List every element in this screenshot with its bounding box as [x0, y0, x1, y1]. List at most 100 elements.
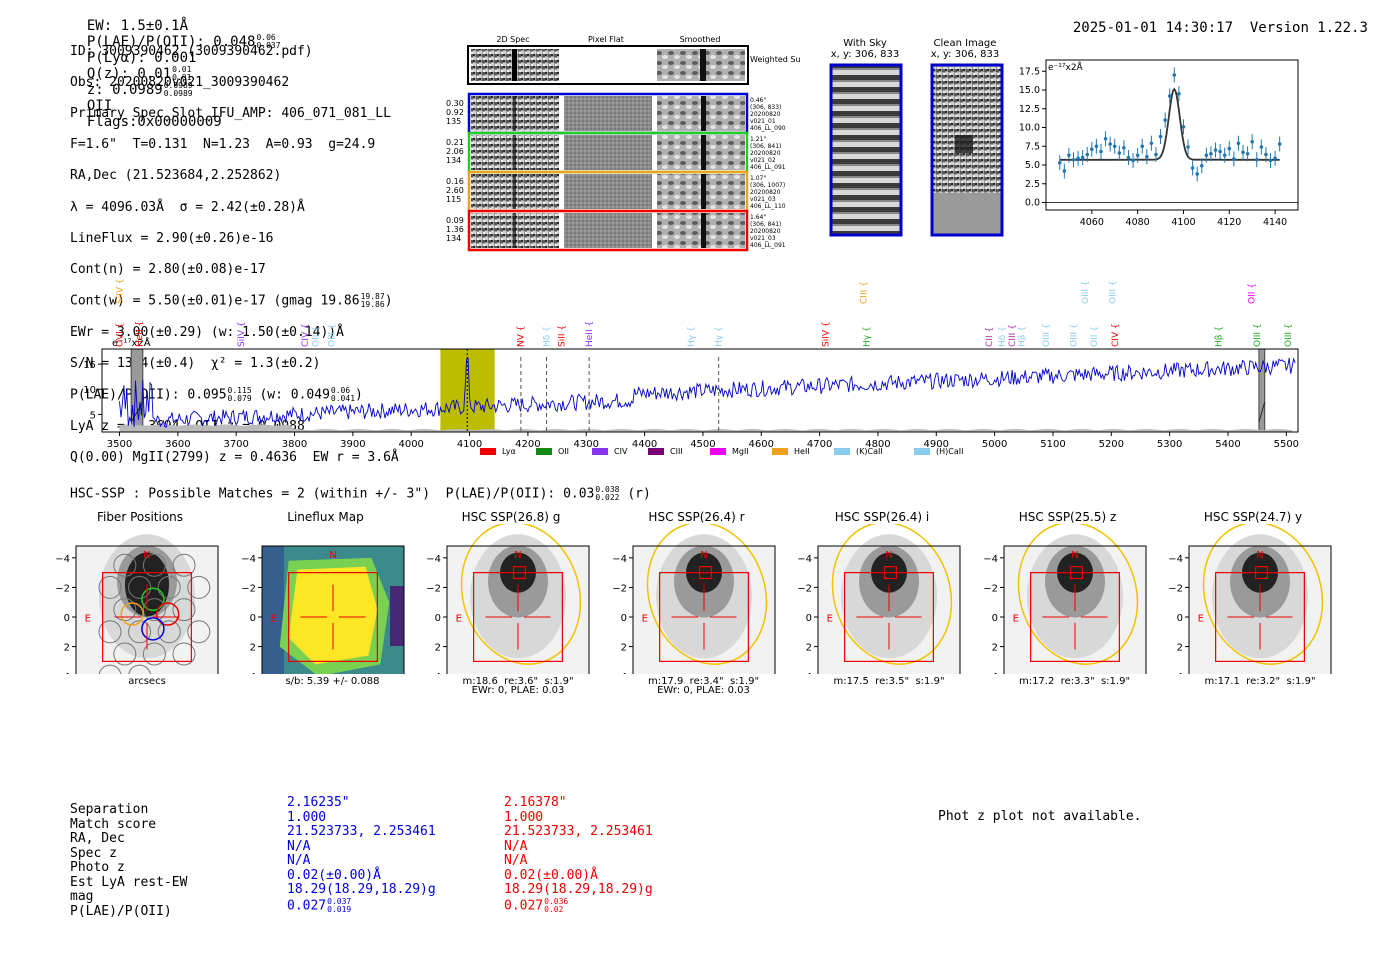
match-table-cell: N/A: [287, 853, 311, 868]
clean-xy: x, y: 306, 833: [930, 49, 1000, 60]
spec-line-label: OII {: [1090, 326, 1100, 347]
fit-ytick-label: 15.0: [1019, 85, 1040, 96]
cutout-right-label: 0.46": [750, 97, 766, 104]
fit-data-point: [1094, 144, 1099, 149]
spec-line-label: Hδ {: [543, 326, 553, 347]
fit-data-point: [1149, 141, 1154, 146]
north-label: N: [514, 550, 521, 561]
fit-data-point: [1222, 153, 1227, 158]
cutout-right-label: 20200820: [750, 189, 781, 196]
fit-ytick-label: 12.5: [1019, 104, 1040, 115]
header-qz-lo: 0.01: [172, 73, 192, 82]
cutout-right-label: 406_LL_091: [750, 242, 786, 249]
spec-legend-swatch: [834, 448, 850, 455]
fiber-circle: [187, 575, 211, 599]
hsc-ytick-label: −2: [426, 583, 441, 594]
hsc-ytick-label: 4: [806, 672, 812, 674]
spec-legend-swatch: [592, 448, 608, 455]
header-qz-hi: 0.01: [172, 65, 192, 74]
fit-data-point: [1213, 148, 1218, 152]
fit-model-curve: [1059, 87, 1280, 161]
cutout-line-mark: [513, 135, 516, 170]
spec-xtick-label: 4900: [924, 439, 949, 450]
match-table-label: Est LyA rest-EW: [70, 874, 188, 890]
fit-data-point: [1126, 155, 1131, 160]
hsc-ytick-label: 4: [991, 672, 997, 674]
hsc-ytick-label: 0: [435, 613, 441, 624]
fit-data-point: [1259, 145, 1264, 149]
match-table-label: Separation: [70, 802, 149, 817]
spec-xtick-label: 5400: [1215, 439, 1240, 450]
cutout-left-label: 0.30: [446, 99, 464, 108]
hsc-ytick-label: −4: [426, 554, 441, 565]
cutout-left-label: 2.60: [446, 186, 464, 195]
spec-line-label-upper: OIII {: [1081, 280, 1091, 304]
detection-info: ID: 3009390462 (3009390462.pdf) Obs: 202…: [70, 28, 399, 481]
hsc-ytick-label: −4: [1168, 554, 1183, 565]
fit-data-point: [1108, 142, 1112, 146]
clean-image: [930, 63, 1004, 237]
spec-legend-label: HeII: [794, 447, 810, 456]
header-qz: Q(z): 0.01: [86, 66, 172, 82]
east-label: E: [270, 613, 276, 624]
info-plae-w-hi: 0.06: [330, 386, 351, 396]
hsc-ytick-label: 2: [806, 643, 812, 654]
fit-ytick-label: 2.5: [1025, 179, 1040, 190]
fiber-circle: [128, 620, 152, 644]
hsc-panel-title: HSC SSP(26.4) i: [834, 510, 930, 524]
hsc-ytick-label: 4: [64, 672, 70, 674]
spec-xtick-label: 4500: [690, 439, 715, 450]
spec-line-label-upper: SiIV {: [116, 278, 126, 304]
spec-line-label: OIII {: [1042, 323, 1052, 347]
cutout-left-label: 115: [446, 195, 461, 204]
fit-data-point: [1099, 149, 1103, 154]
cutout-right-label: v021_01: [750, 118, 776, 125]
hsc-ytick-label: −4: [983, 554, 998, 565]
hsc-panel-title: HSC SSP(26.8) g: [461, 510, 561, 524]
header-z-hi: 0.0989: [163, 81, 193, 90]
spec-line-label: NV {: [516, 326, 526, 347]
match-table-label: Photo z: [70, 860, 125, 875]
fit-data-point: [1232, 157, 1236, 161]
spec-ytick-label: 10: [83, 385, 96, 396]
north-label: N: [143, 550, 150, 561]
search-box: [658, 572, 749, 662]
hsc-panel-image: NE−44−22002−24−4: [241, 545, 404, 705]
cutout-left-label: 134: [446, 156, 461, 165]
match-table-cell: N/A: [504, 838, 528, 854]
spec-line-label: CIII {: [1008, 324, 1018, 347]
cutout-col1-title: 2D Spec: [496, 35, 529, 44]
cutout-pixel-flat: [564, 174, 652, 209]
spec-line-label-upper: OIII {: [1108, 280, 1118, 304]
spec-line-label: SiIV {: [821, 321, 831, 347]
north-label: N: [1256, 550, 1263, 561]
hsc-ytick-label: −2: [1168, 583, 1183, 594]
hsc-title-lo: 0.022: [595, 493, 620, 502]
cutout-left-label: 0.09: [446, 216, 464, 225]
spec-line-label: Hβ {: [1215, 326, 1225, 347]
cutout-right-label: v021_02: [750, 157, 776, 164]
fit-data-point: [1186, 145, 1190, 149]
north-label: N: [329, 550, 336, 561]
spec-legend-label: MgII: [732, 447, 749, 456]
fit-ylabel: e⁻¹⁷x2Å: [1048, 61, 1084, 73]
fit-data-point: [1135, 153, 1140, 158]
match-table-cell: N/A: [504, 853, 528, 868]
weighted-label: Weighted Sum: [750, 55, 800, 64]
hsc-panel-caption: m:17.2 re:3.3" s:1.9": [1018, 676, 1131, 687]
info-contw-lo: 19.86: [360, 300, 385, 310]
fit-data-point: [1131, 158, 1135, 163]
cutout-smooth-line: [701, 135, 706, 170]
hsc-ytick-label: 4: [1177, 672, 1183, 674]
info-id: ID: 3009390462 (3009390462.pdf): [70, 43, 313, 59]
spec-ylabel: e⁻¹⁷x2Å: [112, 336, 151, 349]
hsc-ytick-label: 2: [1177, 643, 1183, 654]
hsc-ytick-label: 4: [620, 672, 626, 674]
match-table-label: Match score: [70, 816, 157, 832]
hsc-panel-caption: m:17.1 re:3.2" s:1.9": [1204, 676, 1316, 687]
fit-data-point: [1254, 157, 1259, 162]
fiber-circle: [98, 620, 122, 644]
header-z: z: 0.0989: [86, 82, 163, 98]
